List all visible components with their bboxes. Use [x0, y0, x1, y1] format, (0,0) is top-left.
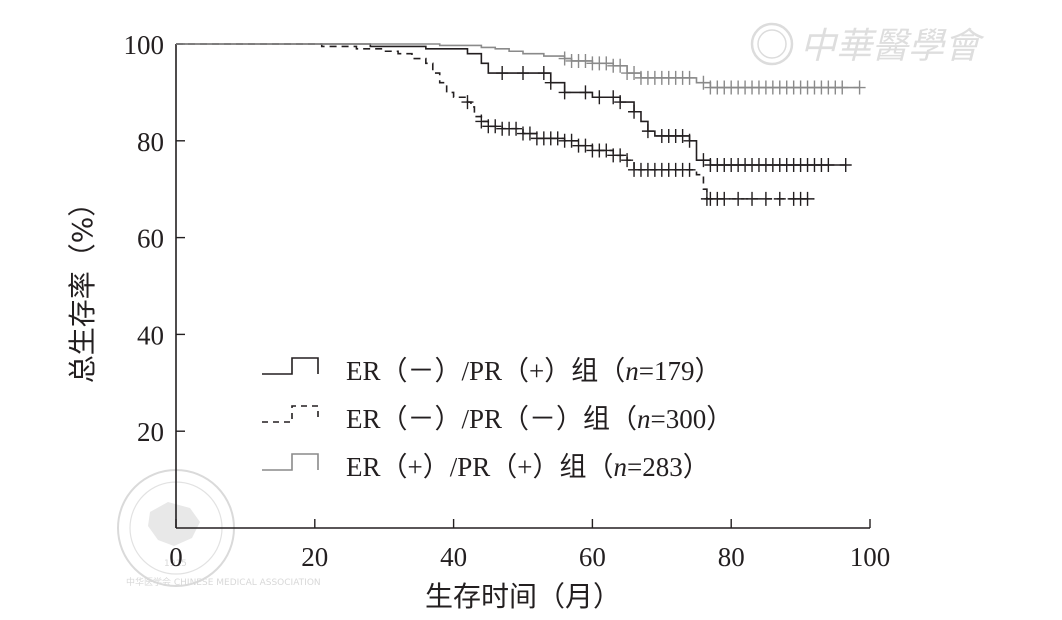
- censor-mark: [732, 191, 745, 206]
- x-tick-label: 40: [440, 542, 467, 572]
- censor-mark: [475, 114, 488, 129]
- censor-mark: [697, 75, 710, 90]
- censor-mark: [773, 191, 786, 206]
- series-2: [176, 43, 815, 206]
- censor-mark: [579, 53, 592, 68]
- y-axis-title: 总生存率（%）: [66, 189, 99, 384]
- watermark-logo: 中華醫學會: [750, 22, 985, 67]
- censor-mark: [621, 153, 634, 168]
- x-axis-title: 生存时间（月）: [425, 580, 621, 613]
- censor-mark: [489, 119, 502, 134]
- watermark-seal: 中华医学会 CHINESE MEDICAL ASSOCIATION 1915: [117, 469, 321, 588]
- legend-label: ER（－）/PR（+）组（n=179）: [346, 356, 722, 386]
- legend-symbol: [262, 357, 319, 375]
- censor-mark: [614, 58, 627, 73]
- censor-mark: [523, 126, 536, 141]
- censor-mark: [517, 66, 529, 81]
- legend-symbol: [262, 405, 319, 423]
- censor-mark: [537, 66, 550, 81]
- censor-mark: [853, 80, 866, 95]
- censor-mark: [551, 131, 564, 146]
- censor-mark: [746, 191, 759, 206]
- y-tick-label: 60: [137, 224, 164, 254]
- censor-mark: [801, 191, 814, 206]
- censor-mark: [839, 158, 852, 172]
- censor-mark: [836, 80, 849, 95]
- censor-mark: [614, 95, 627, 110]
- censor-mark: [461, 95, 474, 110]
- y-tick-label: 100: [124, 30, 165, 60]
- censor-mark: [600, 56, 613, 71]
- censor-mark: [593, 90, 606, 105]
- censor-mark: [759, 191, 772, 206]
- watermark-seal-year: 1915: [164, 559, 187, 569]
- x-tick-label: 80: [718, 542, 745, 572]
- x-tick-label: 20: [301, 542, 328, 572]
- censor-mark: [676, 128, 689, 143]
- censor-mark: [641, 124, 654, 139]
- axes: 0 20 40 60 80 100 20 40 60 80 100: [124, 30, 891, 572]
- series-line: [176, 43, 846, 166]
- series-line: [176, 43, 860, 89]
- y-tick-label: 80: [137, 127, 164, 157]
- legend-symbol: [262, 453, 319, 471]
- censor-mark: [628, 104, 641, 119]
- legend: ER（－）/PR（+）组（n=179） ER（－）/PR（－）组（n=300） ER…: [262, 356, 733, 482]
- censor-mark: [628, 66, 641, 81]
- censor-mark: [544, 75, 557, 90]
- censor-mark: [558, 51, 571, 66]
- watermark-publisher: 中華醫學會: [800, 26, 985, 67]
- censor-mark: [607, 90, 620, 105]
- censor-mark: [718, 191, 731, 206]
- censor-mark: [579, 85, 592, 100]
- censor-mark: [683, 162, 696, 177]
- censor-mark: [614, 148, 627, 163]
- legend-entry: ER（+）/PR（+）组（n=283）: [262, 452, 710, 482]
- censor-mark: [683, 133, 696, 148]
- x-tick-label: 60: [579, 542, 606, 572]
- legend-label: ER（－）/PR（－）组（n=300）: [346, 404, 733, 434]
- x-tick-label: 100: [850, 542, 891, 572]
- series-3: [176, 43, 866, 95]
- censor-mark: [600, 143, 613, 158]
- x-tick-label: 0: [169, 542, 183, 572]
- censor-mark: [496, 66, 509, 81]
- legend-entry: ER（－）/PR（+）组（n=179）: [262, 356, 722, 386]
- censor-mark: [683, 70, 696, 85]
- censor-mark: [510, 121, 523, 136]
- y-tick-label: 40: [137, 320, 164, 350]
- series-layer: [176, 43, 866, 206]
- legend-label: ER（+）/PR（+）组（n=283）: [346, 452, 710, 482]
- censor-mark: [579, 138, 592, 153]
- censor-mark: [822, 158, 835, 172]
- censor-mark: [697, 153, 710, 168]
- watermark-seal-text: 中华医学会 CHINESE MEDICAL ASSOCIATION: [126, 576, 321, 588]
- censor-mark: [558, 85, 571, 100]
- legend-entry: ER（－）/PR（－）组（n=300）: [262, 404, 733, 434]
- censor-mark: [565, 133, 578, 148]
- series-1: [176, 43, 852, 172]
- y-tick-label: 20: [137, 417, 164, 447]
